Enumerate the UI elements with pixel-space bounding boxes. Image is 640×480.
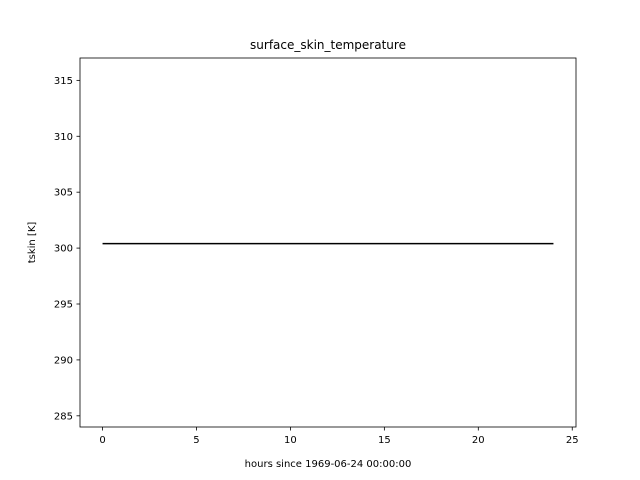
y-axis: 285 290 295 300 305 310 315	[54, 76, 80, 422]
y-tick-label: 290	[54, 355, 73, 366]
x-tick-label: 25	[566, 435, 579, 446]
x-tick-label: 10	[284, 435, 297, 446]
x-tick-label: 15	[378, 435, 391, 446]
y-tick-label: 285	[54, 411, 73, 422]
x-tick-label: 0	[99, 435, 105, 446]
y-tick-label: 300	[54, 244, 73, 255]
y-axis-label: tskin [K]	[27, 222, 38, 264]
x-tick-label: 20	[472, 435, 485, 446]
y-tick-label: 310	[54, 132, 73, 143]
y-tick-label: 315	[54, 76, 73, 87]
plot-area-frame	[79, 57, 577, 428]
x-tick-label: 5	[193, 435, 199, 446]
x-axis: 0 5 10 15 20 25	[99, 427, 579, 446]
chart-title: surface_skin_temperature	[250, 38, 406, 52]
x-axis-label: hours since 1969-06-24 00:00:00	[245, 459, 412, 470]
y-tick-label: 305	[54, 188, 73, 199]
y-tick-label: 295	[54, 300, 73, 311]
